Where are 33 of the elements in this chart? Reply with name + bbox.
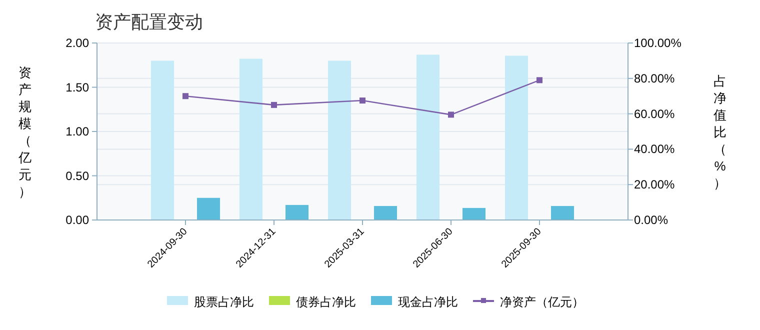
legend-label: 股票占净比	[194, 295, 254, 309]
y2-tick-label: 0.00%	[634, 213, 668, 227]
point	[536, 77, 542, 84]
y-tick-label: 2.00	[66, 36, 90, 50]
y2-tick-label: 60.00%	[634, 106, 676, 121]
bar	[286, 204, 309, 220]
bar	[239, 58, 262, 220]
point	[271, 102, 277, 108]
bar	[551, 206, 574, 220]
legend-label: 现金占净比	[398, 295, 458, 309]
y-tick-label: 0.50	[66, 168, 90, 183]
bar	[197, 198, 220, 220]
point	[360, 98, 366, 104]
legend-label: 净资产（亿元）	[500, 295, 584, 309]
bar	[374, 206, 398, 220]
bar	[504, 56, 528, 220]
point	[448, 112, 454, 118]
bar	[416, 54, 440, 220]
y-tick-label: 0.00	[66, 213, 90, 227]
y2-axis-title: 占净值比（%）	[714, 74, 726, 190]
point	[182, 93, 188, 100]
y-tick-label: 1.00	[66, 124, 90, 138]
y2-tick-label: 40.00%	[634, 142, 676, 156]
y2-tick-label: 80.00%	[634, 71, 676, 86]
y2-tick-label: 100.00%	[634, 36, 682, 50]
bar	[462, 208, 486, 220]
legend-label: 债券占净比	[296, 295, 356, 309]
bar	[328, 60, 351, 220]
bar	[150, 60, 174, 220]
chart-title: 资产配置变动	[95, 12, 203, 32]
y-axis-title: 资产规模（亿元）	[18, 65, 32, 199]
y2-tick-label: 20.00%	[634, 178, 676, 192]
y-tick-label: 1.50	[66, 80, 90, 94]
